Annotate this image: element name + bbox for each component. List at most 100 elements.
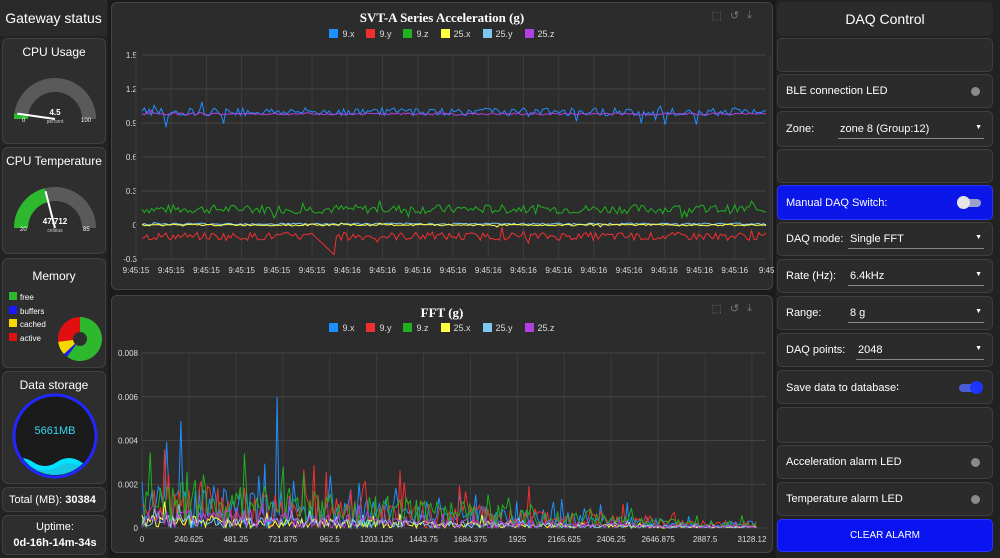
x-tick-label: 9:45:16	[440, 266, 467, 275]
x-tick-label: 2165.625	[548, 535, 582, 544]
y-tick-label: 0.3	[126, 187, 138, 196]
storage-value: 5661MB	[34, 425, 76, 437]
x-tick-label: 721.875	[268, 535, 297, 544]
x-tick-label: 9:45:16	[475, 266, 502, 275]
save-db-toggle[interactable]	[959, 381, 983, 394]
accel-alarm-row: Acceleration alarm LED	[777, 445, 993, 479]
legend-item-9.z[interactable]: 9.z	[403, 29, 429, 39]
memory-legend-cached: cached	[9, 318, 46, 332]
memory-legend-free: free	[9, 291, 46, 305]
daq-mode-select[interactable]: Single FFT ▼	[848, 230, 984, 249]
cpu-temp-value: 47.712	[42, 217, 68, 226]
cpu-usage-card: CPU Usage 4.5 percent 0 100	[2, 38, 106, 144]
uptime-label: Uptime:	[36, 521, 74, 533]
x-tick-label: 9:45:15	[264, 266, 291, 275]
total-card: Total (MB): 30384	[2, 487, 106, 512]
reset-icon[interactable]: ↺	[729, 303, 740, 315]
daq-points-label: DAQ points:	[786, 344, 846, 356]
total-label: Total (MB):	[9, 493, 63, 506]
legend-item-25.x[interactable]: 25.x	[440, 323, 471, 333]
legend-item-9.y[interactable]: 9.y	[366, 29, 391, 39]
memory-donut-chart	[58, 317, 102, 361]
zone-select[interactable]: zone 8 (Group:12) ▼	[838, 120, 984, 139]
cpu-usage-title: CPU Usage	[22, 45, 86, 59]
fft-line-25.z	[141, 497, 757, 530]
download-icon[interactable]: ⤓	[747, 9, 752, 21]
temp-alarm-row: Temperature alarm LED	[777, 482, 993, 516]
zone-row: Zone: zone 8 (Group:12) ▼	[777, 111, 993, 147]
storage-title: Data storage	[19, 378, 89, 392]
uptime-value: 0d-16h-14m-34s	[13, 537, 97, 549]
zone-label: Zone:	[786, 123, 815, 135]
accel-alarm-led	[971, 457, 980, 467]
y-tick-label: 1.5	[126, 51, 138, 60]
fft-line-25.y	[141, 504, 757, 530]
manual-daq-label: Manual DAQ Switch:	[786, 196, 888, 209]
x-tick-label: 962.5	[320, 535, 341, 544]
cpu-usage-max: 100	[81, 118, 92, 124]
fft-line-9.z	[141, 452, 757, 530]
x-tick-label: 481.25	[224, 535, 249, 544]
legend-item-9.x[interactable]: 9.x	[329, 323, 354, 333]
y-tick-label: 0.6	[126, 153, 138, 162]
memory-title: Memory	[32, 269, 76, 283]
temp-alarm-label: Temperature alarm LED	[786, 493, 903, 505]
y-tick-label: 0.9	[126, 119, 138, 128]
temp-alarm-led	[971, 494, 980, 504]
rate-select[interactable]: 6.4kHz ▼	[848, 267, 984, 286]
chart-toolbar: ⬚ ↺ ⤓	[712, 9, 753, 22]
x-tick-label: 1203.125	[360, 535, 394, 544]
reset-icon[interactable]: ↺	[729, 10, 740, 22]
cpu-usage-unit: percent	[46, 119, 64, 125]
x-tick-label: 240.625	[174, 535, 203, 544]
series-line-25.z	[141, 109, 767, 116]
cpu-temp-max: 85	[83, 227, 90, 233]
series-line-9.z	[141, 200, 767, 220]
daq-spacer-row	[777, 38, 993, 72]
y-tick-label: 0.004	[118, 437, 139, 446]
daq-spacer-row-2	[777, 149, 993, 183]
y-tick-label: 0.002	[118, 480, 139, 489]
legend-item-25.z[interactable]: 25.z	[524, 29, 555, 39]
x-tick-label: 9:45:1	[759, 266, 774, 275]
gateway-sidebar: Gateway status CPU Usage 4.5 percent 0 1…	[0, 0, 108, 558]
range-select[interactable]: 8 g ▼	[848, 304, 984, 323]
fft-plot: 0.008 0.006 0.004 0.002 00 240.625 481.25 721.8…	[118, 349, 767, 544]
manual-daq-toggle[interactable]	[957, 196, 981, 209]
x-tick-label: 9:45:16	[686, 266, 713, 275]
x-tick-label: 9:45:15	[228, 266, 255, 275]
acceleration-legend: 9.x 9.y 9.z 25.x 25.y 25.z	[112, 29, 772, 39]
cpu-temp-gauge	[14, 187, 96, 229]
x-tick-label: 2646.875	[641, 535, 675, 544]
x-tick-label: 9:45:15	[158, 266, 185, 275]
daq-points-row: DAQ points: 2048 ▼	[777, 333, 993, 367]
cpu-temp-unit: celsius	[47, 228, 63, 234]
fft-chart-title: FFT (g)	[420, 305, 464, 320]
x-tick-label: 9:45:16	[581, 266, 608, 275]
manual-daq-row: Manual DAQ Switch:	[777, 185, 993, 220]
memory-legend-buffers: buffers	[9, 305, 46, 319]
ble-led-row: BLE connection LED	[777, 74, 993, 108]
download-icon[interactable]: ⤓	[747, 302, 752, 314]
legend-item-25.z[interactable]: 25.z	[524, 323, 555, 333]
legend-item-25.x[interactable]: 25.x	[440, 29, 471, 39]
range-label: Range:	[786, 307, 822, 319]
cpu-usage-value: 4.5	[49, 108, 61, 117]
y-tick-label: 0	[134, 524, 139, 533]
save-db-label: Save data to database∶	[786, 381, 899, 394]
y-tick-label: 1.2	[126, 85, 138, 94]
x-tick-label: 1443.75	[409, 535, 438, 544]
zoom-box-icon[interactable]: ⬚	[711, 303, 722, 315]
acceleration-plot: 1.5 1.2 0.9 0.6 0.3 0 -0.3 9:45:15 9:45:15 9:45:1…	[123, 51, 774, 275]
zoom-box-icon[interactable]: ⬚	[711, 10, 722, 22]
cpu-usage-min: 0	[22, 118, 26, 124]
daq-points-select[interactable]: 2048 ▼	[856, 341, 984, 360]
legend-item-25.y[interactable]: 25.y	[482, 29, 513, 39]
legend-item-9.z[interactable]: 9.z	[403, 323, 429, 333]
legend-item-25.y[interactable]: 25.y	[482, 323, 513, 333]
x-tick-label: 9:45:16	[334, 266, 361, 275]
cpu-usage-gauge	[14, 78, 96, 120]
legend-item-9.x[interactable]: 9.x	[329, 29, 354, 39]
legend-item-9.y[interactable]: 9.y	[366, 323, 391, 333]
clear-alarm-button[interactable]: CLEAR ALARM	[777, 519, 993, 552]
